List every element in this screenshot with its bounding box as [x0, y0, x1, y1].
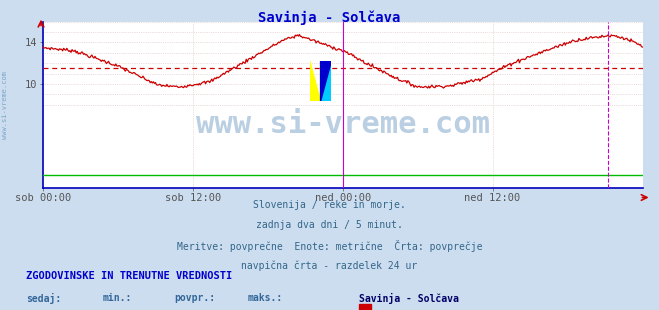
Text: www.si-vreme.com: www.si-vreme.com: [196, 110, 490, 139]
Text: ZGODOVINSKE IN TRENUTNE VREDNOSTI: ZGODOVINSKE IN TRENUTNE VREDNOSTI: [26, 271, 233, 281]
Text: maks.:: maks.:: [247, 293, 282, 303]
Text: Savinja - Solčava: Savinja - Solčava: [258, 11, 401, 25]
Text: zadnja dva dni / 5 minut.: zadnja dva dni / 5 minut.: [256, 220, 403, 230]
Text: povpr.:: povpr.:: [175, 293, 215, 303]
Text: Savinja - Solčava: Savinja - Solčava: [359, 293, 459, 304]
Polygon shape: [310, 61, 320, 101]
Polygon shape: [320, 61, 331, 101]
Text: sedaj:: sedaj:: [26, 293, 61, 304]
Text: navpična črta - razdelek 24 ur: navpična črta - razdelek 24 ur: [241, 260, 418, 271]
Polygon shape: [320, 61, 331, 101]
Text: Meritve: povprečne  Enote: metrične  Črta: povprečje: Meritve: povprečne Enote: metrične Črta:…: [177, 240, 482, 252]
Text: www.si-vreme.com: www.si-vreme.com: [2, 71, 9, 139]
Text: min.:: min.:: [102, 293, 132, 303]
Text: Slovenija / reke in morje.: Slovenija / reke in morje.: [253, 200, 406, 210]
